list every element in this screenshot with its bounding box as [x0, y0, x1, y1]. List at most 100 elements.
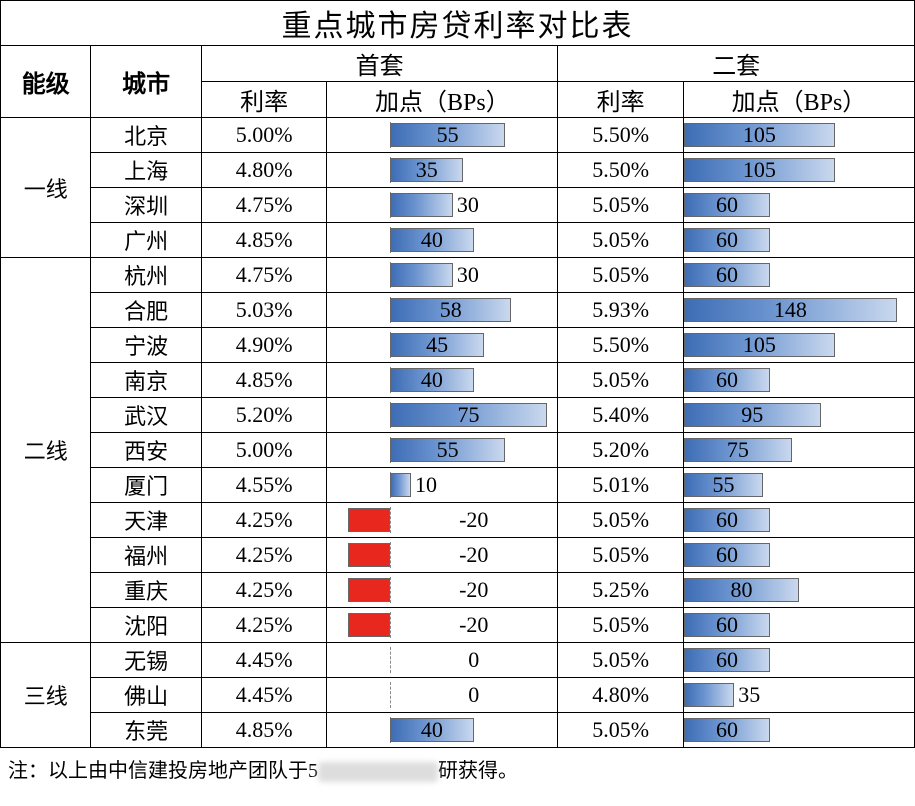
- bps-cell: 0: [327, 678, 558, 713]
- mortgage-rate-table: 重点城市房贷利率对比表 能级 城市 首套 二套 利率 加点（BPs） 利率 加点…: [0, 0, 915, 748]
- second-rate-cell: 5.50%: [558, 118, 684, 153]
- second-rate-cell: 5.05%: [558, 643, 684, 678]
- bps-cell: 75: [327, 398, 558, 433]
- bps-cell: 60: [683, 188, 914, 223]
- bps-cell: 60: [683, 538, 914, 573]
- bps-cell: 60: [683, 608, 914, 643]
- col-first-rate: 利率: [201, 82, 327, 118]
- bps-cell: 148: [683, 293, 914, 328]
- city-cell: 上海: [91, 153, 201, 188]
- col-second-rate: 利率: [558, 82, 684, 118]
- tier-cell: 二线: [1, 258, 91, 643]
- second-rate-cell: 5.05%: [558, 188, 684, 223]
- table-row: 厦门4.55%105.01%55: [1, 468, 915, 503]
- second-rate-cell: 5.05%: [558, 258, 684, 293]
- first-rate-cell: 4.25%: [201, 503, 327, 538]
- bps-cell: 60: [683, 258, 914, 293]
- bps-cell: 45: [327, 328, 558, 363]
- city-cell: 西安: [91, 433, 201, 468]
- bps-cell: 35: [327, 153, 558, 188]
- bps-cell: 55: [683, 468, 914, 503]
- bps-cell: 60: [683, 503, 914, 538]
- first-rate-cell: 4.90%: [201, 328, 327, 363]
- bps-cell: -20: [327, 573, 558, 608]
- table-row: 佛山4.45%04.80%35: [1, 678, 915, 713]
- second-rate-cell: 5.05%: [558, 363, 684, 398]
- first-rate-cell: 4.85%: [201, 223, 327, 258]
- first-rate-cell: 4.45%: [201, 643, 327, 678]
- first-rate-cell: 4.75%: [201, 258, 327, 293]
- bps-cell: 30: [327, 258, 558, 293]
- table-row: 福州4.25%-205.05%60: [1, 538, 915, 573]
- city-cell: 杭州: [91, 258, 201, 293]
- bps-cell: -20: [327, 538, 558, 573]
- second-rate-cell: 5.05%: [558, 503, 684, 538]
- city-cell: 无锡: [91, 643, 201, 678]
- bps-cell: 60: [683, 713, 914, 748]
- bps-cell: 105: [683, 118, 914, 153]
- table-row: 合肥5.03%585.93%148: [1, 293, 915, 328]
- second-rate-cell: 5.05%: [558, 538, 684, 573]
- second-rate-cell: 5.05%: [558, 713, 684, 748]
- col-city: 城市: [91, 46, 201, 118]
- city-cell: 东莞: [91, 713, 201, 748]
- second-rate-cell: 5.50%: [558, 328, 684, 363]
- bps-cell: 40: [327, 223, 558, 258]
- bps-cell: 105: [683, 328, 914, 363]
- city-cell: 合肥: [91, 293, 201, 328]
- bps-cell: 95: [683, 398, 914, 433]
- table-row: 沈阳4.25%-205.05%60: [1, 608, 915, 643]
- redacted: [318, 762, 438, 782]
- bps-cell: 80: [683, 573, 914, 608]
- city-cell: 福州: [91, 538, 201, 573]
- second-rate-cell: 5.20%: [558, 433, 684, 468]
- bps-cell: 55: [327, 433, 558, 468]
- city-cell: 重庆: [91, 573, 201, 608]
- first-rate-cell: 4.25%: [201, 573, 327, 608]
- tier-cell: 三线: [1, 643, 91, 748]
- bps-cell: 30: [327, 188, 558, 223]
- first-rate-cell: 5.20%: [201, 398, 327, 433]
- table-row: 一线北京5.00%555.50%105: [1, 118, 915, 153]
- table-row: 三线无锡4.45%05.05%60: [1, 643, 915, 678]
- bps-cell: -20: [327, 503, 558, 538]
- second-rate-cell: 4.80%: [558, 678, 684, 713]
- bps-cell: 60: [683, 223, 914, 258]
- second-rate-cell: 5.40%: [558, 398, 684, 433]
- first-rate-cell: 4.80%: [201, 153, 327, 188]
- bps-cell: 60: [683, 363, 914, 398]
- city-cell: 广州: [91, 223, 201, 258]
- col-tier: 能级: [1, 46, 91, 118]
- bps-cell: 55: [327, 118, 558, 153]
- second-rate-cell: 5.93%: [558, 293, 684, 328]
- table-row: 深圳4.75%305.05%60: [1, 188, 915, 223]
- city-cell: 宁波: [91, 328, 201, 363]
- first-rate-cell: 4.55%: [201, 468, 327, 503]
- city-cell: 武汉: [91, 398, 201, 433]
- second-rate-cell: 5.01%: [558, 468, 684, 503]
- bps-cell: 10: [327, 468, 558, 503]
- table-row: 天津4.25%-205.05%60: [1, 503, 915, 538]
- table-row: 武汉5.20%755.40%95: [1, 398, 915, 433]
- col-first: 首套: [201, 46, 558, 82]
- bps-cell: 60: [683, 643, 914, 678]
- first-rate-cell: 5.03%: [201, 293, 327, 328]
- first-rate-cell: 4.85%: [201, 713, 327, 748]
- second-rate-cell: 5.50%: [558, 153, 684, 188]
- col-first-bps: 加点（BPs）: [327, 82, 558, 118]
- city-cell: 天津: [91, 503, 201, 538]
- table-row: 二线杭州4.75%305.05%60: [1, 258, 915, 293]
- table-row: 西安5.00%555.20%75: [1, 433, 915, 468]
- second-rate-cell: 5.25%: [558, 573, 684, 608]
- table-title: 重点城市房贷利率对比表: [1, 1, 915, 46]
- bps-cell: 0: [327, 643, 558, 678]
- city-cell: 北京: [91, 118, 201, 153]
- city-cell: 沈阳: [91, 608, 201, 643]
- col-second: 二套: [558, 46, 915, 82]
- bps-cell: 40: [327, 363, 558, 398]
- table-row: 东莞4.85%405.05%60: [1, 713, 915, 748]
- bps-cell: -20: [327, 608, 558, 643]
- table-row: 上海4.80%355.50%105: [1, 153, 915, 188]
- bps-cell: 35: [683, 678, 914, 713]
- first-rate-cell: 4.85%: [201, 363, 327, 398]
